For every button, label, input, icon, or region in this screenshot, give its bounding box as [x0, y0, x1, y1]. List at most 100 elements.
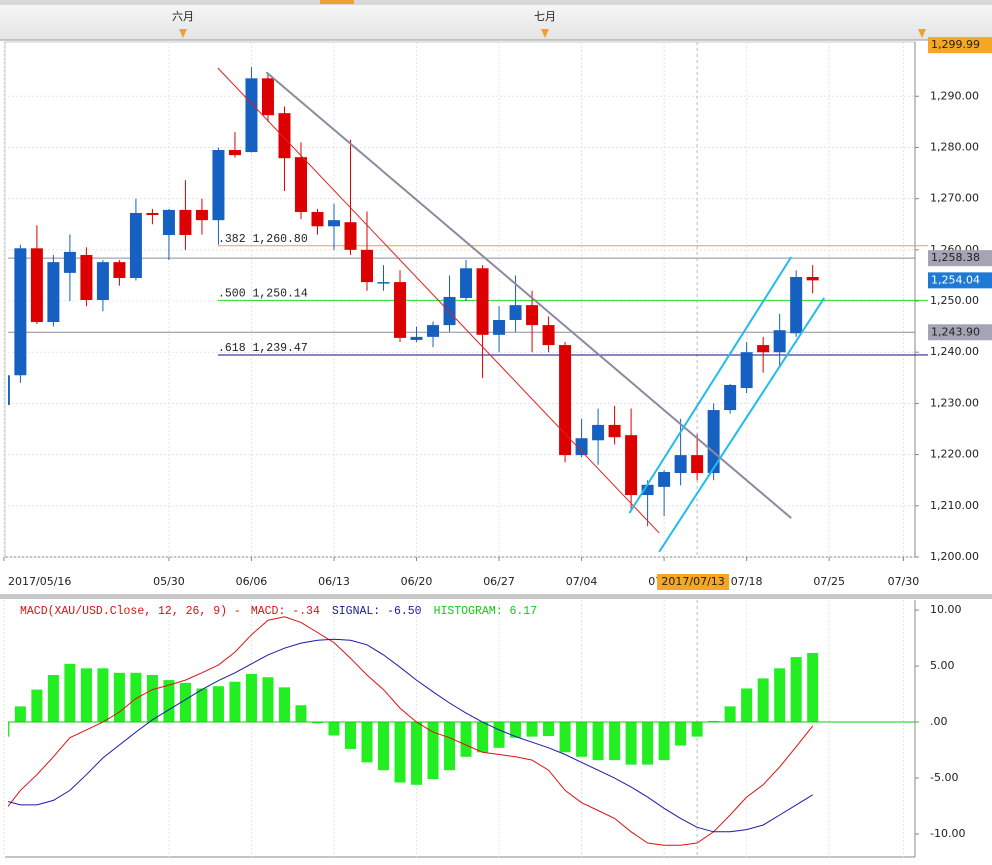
candle-body — [377, 282, 390, 284]
histogram-bar — [790, 657, 802, 723]
histogram-bar — [196, 688, 208, 723]
candle-body — [344, 222, 357, 250]
candle-body — [311, 211, 324, 227]
candle-body — [427, 325, 440, 337]
candle-body — [47, 262, 60, 323]
candle-body — [526, 305, 539, 326]
x-tick-label: 07/18 — [731, 575, 763, 588]
macd-line — [8, 638, 813, 833]
histogram-bar — [295, 705, 307, 723]
histogram-bar — [757, 678, 769, 723]
histogram-bar — [47, 675, 59, 723]
candle-body — [625, 435, 638, 496]
price-label: 1,254.04 — [931, 273, 980, 286]
y-tick-label: 1,270.00 — [930, 192, 979, 205]
x-tick-label: 06/06 — [236, 575, 268, 588]
histogram-bar — [344, 722, 356, 749]
month-marker — [918, 29, 926, 38]
candle-body — [592, 424, 605, 441]
candle-body — [790, 276, 803, 334]
candle-body — [773, 330, 786, 353]
candle-body — [410, 336, 423, 340]
x-tick-label: 06/13 — [318, 575, 350, 588]
candle-body — [361, 249, 374, 283]
price-label-box — [928, 272, 992, 289]
x-tick-label: 07/04 — [566, 575, 598, 588]
histogram-bar — [609, 722, 621, 761]
histogram-bar — [691, 722, 703, 737]
y-tick-label: 1,250.00 — [930, 294, 979, 307]
histogram-bar — [427, 722, 439, 780]
candle-body — [113, 262, 126, 278]
histogram-bar — [31, 689, 43, 723]
histogram-bar — [163, 680, 175, 723]
trend-line — [265, 71, 792, 519]
y-tick-label: 1,240.00 — [930, 345, 979, 358]
candle-body — [179, 209, 192, 235]
y-tick-label: 10.00 — [930, 603, 962, 616]
histogram-bar — [14, 706, 26, 723]
x-tick-label: 06/27 — [483, 575, 515, 588]
histogram-bar — [278, 687, 290, 723]
histogram-bar — [543, 722, 555, 737]
y-tick-label: 1,220.00 — [930, 448, 979, 461]
histogram-bar — [774, 668, 786, 723]
price-label-box — [928, 324, 992, 341]
y-tick-label: 1,200.00 — [930, 550, 979, 563]
histogram-bar — [741, 688, 753, 723]
month-marker — [179, 29, 187, 38]
candle-body — [195, 209, 208, 221]
histogram-bar — [229, 681, 241, 723]
candle-body — [8, 375, 10, 405]
price-label-box — [928, 250, 992, 267]
candle-body — [129, 212, 142, 278]
histogram-bar — [411, 722, 423, 785]
histogram-bar — [559, 722, 571, 753]
trend-line — [628, 256, 793, 514]
macd-line — [8, 616, 814, 846]
histogram-bar — [807, 652, 819, 723]
candle-body — [14, 248, 27, 376]
price-label: 1,258.38 — [931, 251, 980, 264]
month-label: 六月 — [172, 10, 194, 23]
candle-body — [80, 254, 93, 301]
crosshair-box — [657, 574, 730, 590]
candle-body — [608, 424, 621, 438]
histogram-bar — [526, 722, 538, 737]
histogram-bar — [510, 722, 522, 738]
histogram-bar — [262, 677, 274, 723]
histogram-bar — [625, 722, 637, 765]
histogram-bar — [245, 673, 257, 723]
y-tick-label: 1,210.00 — [930, 499, 979, 512]
month-marker — [541, 29, 549, 38]
candle-body — [228, 150, 241, 156]
y-tick-label: -5.00 — [930, 771, 958, 784]
time-ruler — [0, 0, 992, 40]
fib-label: .500 1,250.14 — [218, 287, 308, 300]
candle-body — [757, 345, 770, 353]
fib-label: .382 1,260.80 — [218, 233, 308, 246]
candle-body — [806, 276, 819, 281]
candle-body — [327, 220, 340, 227]
candle-body — [261, 78, 274, 116]
candle-body — [63, 251, 76, 273]
candle-body — [212, 150, 225, 221]
y-tick-label: 5.00 — [930, 659, 955, 672]
x-tick-label: 05/30 — [153, 575, 185, 588]
price-label-box — [928, 37, 992, 54]
histogram-bar — [64, 663, 76, 723]
histogram-bar — [378, 722, 390, 771]
histogram-bar — [130, 672, 142, 723]
histogram-bar — [658, 722, 670, 761]
candle-body — [146, 212, 159, 216]
histogram-bar — [179, 682, 191, 723]
x-tick-label: 06/20 — [401, 575, 433, 588]
candle-body — [278, 113, 291, 159]
candle-body — [740, 352, 753, 389]
main-plot — [4, 41, 916, 558]
histogram-bar — [477, 722, 489, 753]
x-tick-label: 07/25 — [813, 575, 845, 588]
histogram-bar — [394, 722, 406, 783]
histogram-bar — [642, 722, 654, 765]
